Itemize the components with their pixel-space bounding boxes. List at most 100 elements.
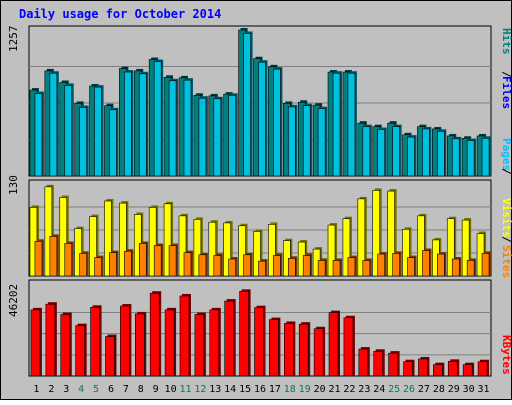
bar-files-29 <box>451 136 462 177</box>
x-tick-label-22: 22 <box>343 384 355 395</box>
bar-sites-23 <box>362 258 372 277</box>
bar-kbytes-9 <box>149 291 162 377</box>
bar-sites-11 <box>183 250 193 277</box>
x-tick-label-15: 15 <box>239 384 251 395</box>
bar-sites-30 <box>466 258 477 277</box>
bar-files-1 <box>34 91 44 177</box>
bar-kbytes-25 <box>388 351 400 377</box>
hits-files-panel <box>28 25 492 177</box>
bar-files-10 <box>168 78 179 177</box>
bar-files-27 <box>422 126 432 177</box>
x-tick-label-27: 27 <box>418 384 430 395</box>
x-tick-label-28: 28 <box>433 384 445 395</box>
x-axis-day-labels: 1 2 3 4 5 6 7 8 9 10 11 12 13 14 15 16 17 18 19 20 21 22 23 24 2… <box>33 384 489 395</box>
visits-sites-legend: Sites / Visits <box>500 198 512 278</box>
bar-files-20 <box>317 106 328 177</box>
x-tick-label-14: 14 <box>224 384 236 395</box>
kbytes-max-label: 46202 <box>7 284 20 317</box>
x-tick-label-24: 24 <box>373 384 385 395</box>
x-tick-label-18: 18 <box>284 384 296 395</box>
legend-files: Files <box>500 76 512 109</box>
bar-files-8 <box>138 71 149 177</box>
x-tick-label-29: 29 <box>448 384 460 395</box>
bar-files-24 <box>377 127 387 177</box>
x-tick-label-5: 5 <box>93 384 99 395</box>
bar-visits-16 <box>253 229 263 277</box>
bar-kbytes-3 <box>60 312 72 377</box>
bar-sites-13 <box>213 253 223 277</box>
bar-sites-3 <box>64 241 74 277</box>
legend-separator-2: / <box>500 71 512 78</box>
bar-sites-10 <box>168 243 179 277</box>
visits-max-label: 130 <box>7 175 20 195</box>
legend-separator-1: / <box>500 168 512 175</box>
x-tick-label-8: 8 <box>138 384 144 395</box>
bar-visits-9 <box>148 205 159 277</box>
kbytes-panel <box>28 279 492 377</box>
bar-files-2 <box>49 71 59 177</box>
bar-kbytes-6 <box>105 334 117 377</box>
bar-kbytes-4 <box>75 323 87 377</box>
chart-title: Daily usage for October 2014 <box>19 7 221 21</box>
bar-kbytes-31 <box>477 359 490 377</box>
bar-visits-17 <box>268 222 278 277</box>
bar-files-30 <box>466 138 477 177</box>
bar-visits-11 <box>178 213 188 277</box>
bar-visits-30 <box>461 218 472 277</box>
bar-sites-28 <box>437 252 447 277</box>
bar-files-11 <box>183 78 193 177</box>
bar-visits-7 <box>119 201 129 277</box>
bar-kbytes-5 <box>90 305 102 377</box>
bar-sites-25 <box>392 251 402 277</box>
bar-kbytes-1 <box>30 307 42 377</box>
bar-kbytes-21 <box>328 310 341 377</box>
bar-files-23 <box>362 124 372 177</box>
bar-files-17 <box>273 67 283 177</box>
bar-sites-20 <box>317 258 328 277</box>
bar-sites-31 <box>481 251 492 277</box>
bar-files-16 <box>258 60 268 177</box>
x-tick-label-7: 7 <box>123 384 129 395</box>
bar-files-13 <box>213 96 223 177</box>
legend-hits: Hits <box>500 28 512 55</box>
bar-visits-13 <box>208 220 218 277</box>
bar-sites-22 <box>347 255 357 277</box>
bar-files-18 <box>288 104 298 177</box>
legend-kbytes: KBytes <box>500 335 512 375</box>
bar-visits-5 <box>89 214 99 277</box>
bar-kbytes-7 <box>120 304 132 377</box>
bar-files-3 <box>64 83 74 177</box>
x-tick-label-2: 2 <box>48 384 54 395</box>
bar-kbytes-17 <box>269 317 281 377</box>
bar-files-7 <box>124 70 134 177</box>
x-tick-label-3: 3 <box>63 384 69 395</box>
x-tick-label-10: 10 <box>165 384 177 395</box>
bar-files-12 <box>198 96 208 177</box>
bar-visits-26 <box>402 227 412 277</box>
bar-kbytes-19 <box>298 322 311 377</box>
bar-kbytes-29 <box>447 359 460 377</box>
bar-sites-19 <box>302 253 313 277</box>
legend-visits: Visits <box>500 198 512 238</box>
bar-kbytes-23 <box>358 347 370 377</box>
bar-sites-18 <box>288 256 298 277</box>
bar-visits-21 <box>327 223 338 277</box>
bar-sites-5 <box>94 255 104 277</box>
x-tick-label-1: 1 <box>33 384 39 395</box>
bar-sites-17 <box>273 253 283 277</box>
legend-separator-3: / <box>500 236 512 243</box>
x-tick-label-19: 19 <box>299 384 311 395</box>
bar-kbytes-15 <box>239 289 251 377</box>
bar-visits-2 <box>44 184 54 277</box>
x-tick-label-23: 23 <box>358 384 370 395</box>
bar-sites-1 <box>34 239 44 277</box>
bar-files-4 <box>79 105 89 177</box>
visits-sites-panel <box>28 179 492 277</box>
bar-sites-15 <box>243 252 253 277</box>
bar-sites-7 <box>124 249 134 277</box>
x-tick-label-16: 16 <box>254 384 266 395</box>
bar-kbytes-18 <box>284 321 296 377</box>
bar-visits-25 <box>387 189 397 277</box>
